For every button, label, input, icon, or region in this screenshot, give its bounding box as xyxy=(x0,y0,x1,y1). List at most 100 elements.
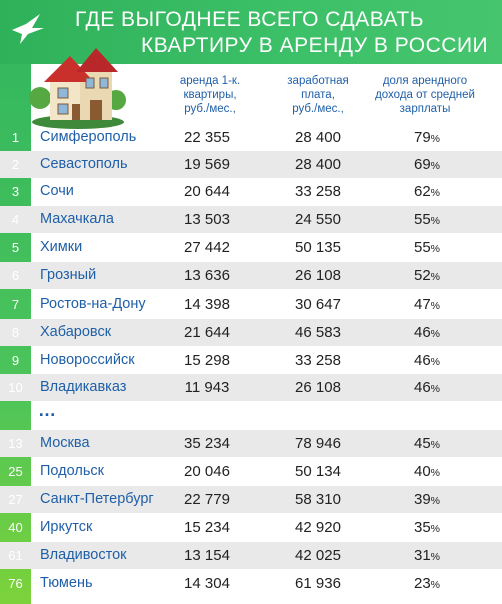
salary-value: 78 946 xyxy=(295,435,341,452)
column-header-rent-line: квартиры, xyxy=(183,89,237,101)
city-name: Симферополь xyxy=(40,129,137,145)
percent-sign: % xyxy=(430,356,441,368)
salary-value: 58 310 xyxy=(295,491,341,508)
share-value: 55% xyxy=(396,206,458,233)
salary-value: 28 400 xyxy=(295,129,341,146)
table-row: 27 Санкт-Петербург 22 779 58 310 39% xyxy=(0,486,502,513)
share-value: 69% xyxy=(396,151,458,178)
bird-logo-icon xyxy=(12,14,44,44)
rank-number: 25 xyxy=(8,464,23,479)
table-row: 13 Москва 35 234 78 946 45% xyxy=(0,430,502,457)
header-banner: ГДЕ ВЫГОДНЕЕ ВСЕГО СДАВАТЬ КВАРТИРУ В АР… xyxy=(0,0,502,64)
rent-value: 27 442 xyxy=(184,239,230,256)
column-header-rent-line: руб./мес., xyxy=(184,103,236,115)
salary-value: 46 583 xyxy=(295,324,341,341)
percent-sign: % xyxy=(430,467,441,479)
city-name: Санкт-Петербург xyxy=(40,491,154,507)
column-header-share-line: доля арендного xyxy=(382,75,468,87)
column-header-rent-line: аренда 1-к. xyxy=(179,75,241,87)
share-number: 31 xyxy=(413,547,431,564)
salary-value: 24 550 xyxy=(295,211,341,228)
percent-sign: % xyxy=(430,187,441,199)
table-row: 2 Севастополь 19 569 28 400 69% xyxy=(0,151,502,178)
city-name: Москва xyxy=(40,435,90,451)
share-value: 45% xyxy=(396,430,458,457)
salary-value: 42 920 xyxy=(295,519,341,536)
city-name: Химки xyxy=(40,239,83,255)
rent-value: 22 355 xyxy=(184,129,230,146)
share-value: 62% xyxy=(396,178,458,205)
column-header-salary: заработная плата, руб./мес., xyxy=(268,74,368,116)
city-name: Иркутск xyxy=(40,519,93,535)
rank-number: 2 xyxy=(11,157,20,172)
share-number: 69 xyxy=(413,156,431,173)
rank-number: 76 xyxy=(8,576,23,591)
share-value: 47% xyxy=(396,291,458,318)
share-value: 52% xyxy=(396,262,458,289)
house-illustration-icon xyxy=(29,48,126,129)
share-value: 23% xyxy=(396,570,458,597)
table-row: 10 Владикавказ 11 943 26 108 46% xyxy=(0,374,502,401)
table-row: 9 Новороссийск 15 298 33 258 46% xyxy=(0,347,502,374)
share-number: 52 xyxy=(413,267,431,284)
table-row: 61 Владивосток 13 154 42 025 31% xyxy=(0,542,502,569)
rent-value: 15 234 xyxy=(184,519,230,536)
share-value: 55% xyxy=(396,234,458,261)
city-name: Подольск xyxy=(40,463,104,479)
city-name: Сочи xyxy=(40,183,74,199)
rank-number: 9 xyxy=(11,353,20,368)
rent-value: 19 569 xyxy=(184,156,230,173)
share-value: 79% xyxy=(396,124,458,151)
table-row: 3 Сочи 20 644 33 258 62% xyxy=(0,178,502,205)
share-value: 31% xyxy=(396,542,458,569)
share-number: 46 xyxy=(413,352,431,369)
rent-value: 22 779 xyxy=(184,491,230,508)
share-number: 35 xyxy=(413,519,431,536)
table-row: 7 Ростов-на-Дону 14 398 30 647 47% xyxy=(0,291,502,318)
city-name: Махачкала xyxy=(40,211,114,227)
percent-sign: % xyxy=(430,523,441,535)
city-name: Хабаровск xyxy=(40,324,112,340)
city-name: Тюмень xyxy=(40,575,93,591)
rank-number: 13 xyxy=(8,436,23,451)
percent-sign: % xyxy=(430,579,441,591)
share-value: 46% xyxy=(396,347,458,374)
share-number: 46 xyxy=(413,324,431,341)
share-number: 40 xyxy=(413,463,431,480)
percent-sign: % xyxy=(430,383,441,395)
salary-value: 30 647 xyxy=(295,296,341,313)
percent-sign: % xyxy=(430,300,441,312)
title-line-1: ГДЕ ВЫГОДНЕЕ ВСЕГО СДАВАТЬ xyxy=(75,8,424,31)
percent-sign: % xyxy=(430,551,441,563)
column-header-share: доля арендного дохода от средней зарплат… xyxy=(372,74,478,116)
percent-sign: % xyxy=(430,243,441,255)
rent-value: 11 943 xyxy=(184,379,230,396)
share-number: 79 xyxy=(413,129,431,146)
share-value: 46% xyxy=(396,319,458,346)
percent-sign: % xyxy=(430,271,441,283)
rank-number: 40 xyxy=(8,520,23,535)
table-row: 5 Химки 27 442 50 135 55% xyxy=(0,234,502,261)
rent-value: 13 503 xyxy=(184,211,230,228)
table-row: 76 Тюмень 14 304 61 936 23% xyxy=(0,570,502,597)
percent-sign: % xyxy=(430,439,441,451)
salary-value: 26 108 xyxy=(295,379,341,396)
rank-number: 5 xyxy=(11,240,20,255)
rent-value: 14 398 xyxy=(184,296,230,313)
salary-value: 42 025 xyxy=(295,547,341,564)
rent-value: 21 644 xyxy=(184,324,230,341)
percent-sign: % xyxy=(430,160,441,172)
city-name: Севастополь xyxy=(40,156,128,172)
table-row: 25 Подольск 20 046 50 134 40% xyxy=(0,458,502,485)
salary-value: 50 135 xyxy=(295,239,341,256)
rent-value: 14 304 xyxy=(184,575,230,592)
table-row: 40 Иркутск 15 234 42 920 35% xyxy=(0,514,502,541)
salary-value: 33 258 xyxy=(295,183,341,200)
column-header-salary-line: руб./мес., xyxy=(292,103,344,115)
share-value: 40% xyxy=(396,458,458,485)
rent-value: 13 154 xyxy=(184,547,230,564)
title-line-2: КВАРТИРУ В АРЕНДУ В РОССИИ xyxy=(141,34,489,57)
share-number: 62 xyxy=(413,183,431,200)
city-name: Владивосток xyxy=(40,547,127,563)
rent-value: 13 636 xyxy=(184,267,230,284)
